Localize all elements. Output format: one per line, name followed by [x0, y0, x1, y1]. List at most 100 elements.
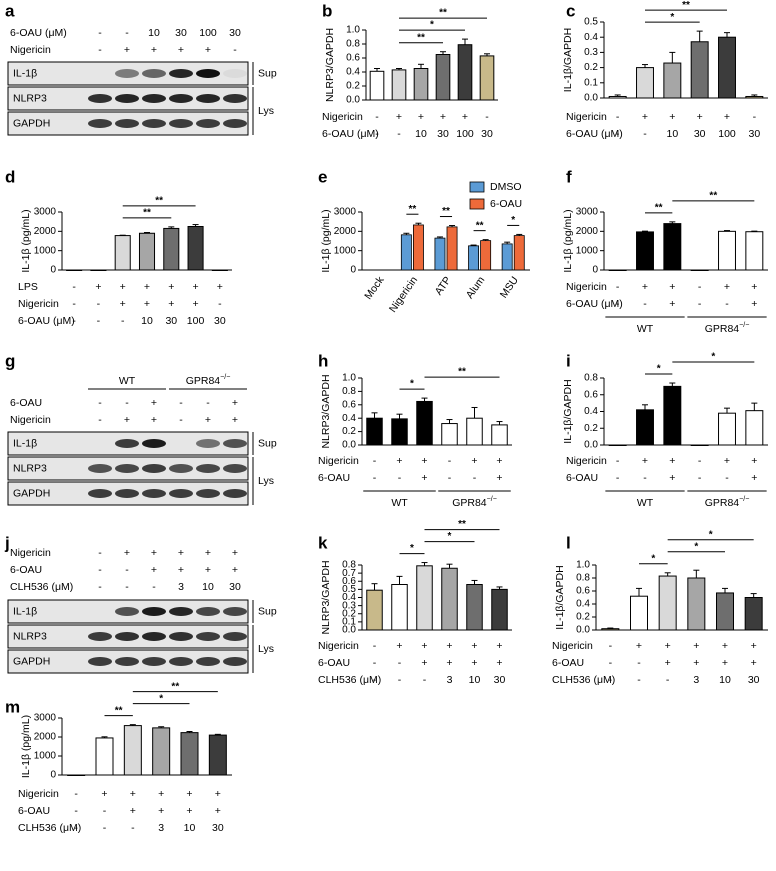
- condition-mark: 30: [481, 128, 493, 140]
- band: [115, 464, 139, 473]
- condition-mark: -: [753, 111, 757, 123]
- y-tick-label: 1000: [34, 751, 57, 762]
- condition-label: 6-OAU: [18, 805, 50, 817]
- group-name: GPR84: [186, 375, 221, 387]
- condition-mark: -: [448, 472, 452, 484]
- band: [88, 464, 112, 473]
- bar: [413, 68, 429, 101]
- condition-mark: -: [373, 657, 377, 669]
- band: [88, 94, 112, 103]
- condition-mark: -: [637, 674, 641, 686]
- y-tick-label: 0.0: [576, 625, 590, 636]
- group-name: GPR84: [705, 497, 740, 509]
- condition-mark: +: [722, 640, 728, 652]
- band: [88, 489, 112, 498]
- band: [142, 69, 166, 78]
- condition-mark: -: [98, 44, 102, 56]
- band: [115, 94, 139, 103]
- condition-mark: +: [669, 472, 675, 484]
- condition-mark: -: [179, 414, 183, 426]
- condition-mark: -: [233, 44, 237, 56]
- bar: [441, 423, 458, 446]
- band: [196, 464, 220, 473]
- condition-mark: -: [473, 472, 477, 484]
- group-superscript: −/−: [220, 374, 230, 381]
- condition-mark: -: [103, 822, 107, 834]
- y-tick-label: 1.0: [342, 373, 356, 384]
- band: [169, 632, 193, 641]
- section-label: Sup: [258, 67, 277, 79]
- condition-mark: +: [101, 788, 107, 800]
- bar: [663, 385, 682, 446]
- condition-mark: 10: [666, 128, 678, 140]
- panel-label: k: [318, 533, 328, 552]
- condition-mark: +: [151, 547, 157, 559]
- bar: [441, 567, 458, 631]
- y-axis-label: IL-1β (pg/mL): [20, 209, 32, 272]
- bar: [400, 234, 412, 271]
- condition-mark: -: [98, 564, 102, 576]
- condition-mark: -: [121, 315, 125, 327]
- group-label: GPR84−/−: [452, 496, 497, 509]
- condition-label: Nigericin: [18, 788, 59, 800]
- condition-mark: -: [637, 657, 641, 669]
- y-tick-label: 1000: [334, 245, 357, 256]
- y-tick-label: 0.4: [584, 32, 598, 43]
- significance-label: *: [448, 531, 452, 542]
- condition-mark: 10: [415, 128, 427, 140]
- bar: [180, 732, 199, 776]
- condition-mark: +: [144, 298, 150, 310]
- group-name: GPR84: [452, 497, 487, 509]
- condition-mark: +: [751, 657, 757, 669]
- condition-mark: 10: [184, 822, 196, 834]
- condition-mark: -: [375, 111, 379, 123]
- panel-label: i: [566, 351, 571, 370]
- band: [169, 464, 193, 473]
- condition-mark: -: [725, 472, 729, 484]
- condition-label: CLH536 (μM): [10, 581, 73, 593]
- y-tick-label: 0.4: [342, 592, 356, 603]
- condition-mark: -: [485, 111, 489, 123]
- condition-mark: +: [665, 640, 671, 652]
- group-label: WT: [119, 375, 136, 387]
- y-tick-label: 3000: [576, 207, 599, 218]
- condition-label: Nigericin: [566, 111, 607, 123]
- condition-mark: +: [724, 281, 730, 293]
- condition-mark: +: [151, 564, 157, 576]
- condition-mark: -: [616, 111, 620, 123]
- band: [142, 607, 166, 616]
- band-label: NLRP3: [13, 92, 47, 104]
- condition-mark: 3: [693, 674, 699, 686]
- group-name: WT: [637, 497, 654, 509]
- condition-mark: +: [151, 397, 157, 409]
- bar: [745, 95, 764, 99]
- condition-mark: +: [178, 564, 184, 576]
- y-tick-label: 2000: [576, 226, 599, 237]
- y-tick-label: 1.0: [346, 25, 360, 36]
- condition-mark: +: [168, 281, 174, 293]
- bar: [369, 70, 385, 101]
- bar: [513, 235, 525, 271]
- y-tick-label: 0.0: [342, 625, 356, 636]
- condition-mark: +: [178, 547, 184, 559]
- significance-label: **: [709, 191, 717, 202]
- band: [142, 489, 166, 498]
- condition-label: 6-OAU: [10, 397, 42, 409]
- significance-label: **: [143, 208, 151, 219]
- legend-label: DMSO: [490, 181, 522, 193]
- band: [88, 119, 112, 128]
- y-tick-label: 0.7: [342, 568, 356, 579]
- condition-mark: +: [151, 44, 157, 56]
- panel-label: c: [566, 1, 575, 20]
- y-tick-label: 0.2: [584, 423, 598, 434]
- significance-label: **: [171, 681, 179, 692]
- bar: [152, 727, 171, 776]
- y-axis-label: IL-1β (pg/mL): [562, 209, 574, 272]
- y-tick-label: 0.0: [584, 93, 598, 104]
- condition-mark: +: [669, 298, 675, 310]
- condition-label: Nigericin: [552, 640, 593, 652]
- band-label: GAPDH: [13, 655, 50, 667]
- condition-mark: -: [616, 455, 620, 467]
- bar: [718, 230, 736, 271]
- y-axis-label: IL-1β/GAPDH: [562, 379, 574, 443]
